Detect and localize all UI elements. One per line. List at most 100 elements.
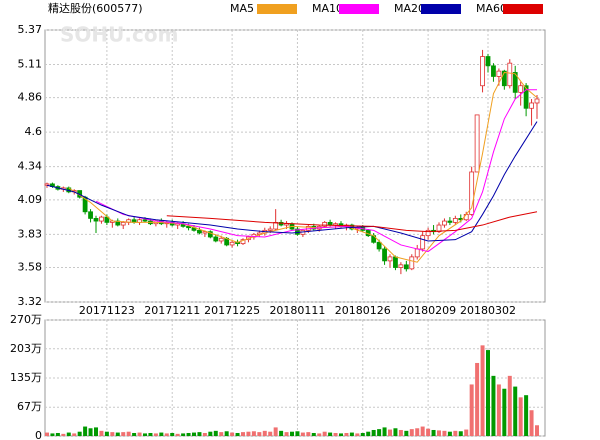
- legend-swatch: [503, 4, 543, 14]
- volume-bar: [317, 433, 322, 436]
- candle-body: [393, 256, 398, 268]
- volume-bar: [524, 395, 529, 436]
- candle-body: [507, 62, 513, 87]
- volume-bar: [88, 428, 93, 436]
- volume-bar: [55, 432, 60, 436]
- x-tick-label: 20171225: [204, 304, 260, 317]
- candle-body: [463, 214, 469, 221]
- candle-body: [218, 237, 224, 242]
- volume-bar: [66, 432, 71, 436]
- volume-bar: [257, 432, 262, 436]
- candle-body: [534, 98, 540, 104]
- legend-label: MA10: [312, 2, 343, 15]
- volume-bar: [360, 432, 365, 436]
- volume-bar: [224, 431, 229, 436]
- volume-bar: [132, 432, 137, 436]
- volume-bar: [164, 433, 169, 436]
- x-tick-label: 20171211: [144, 304, 200, 317]
- candle-body: [88, 211, 93, 219]
- volume-bar: [110, 432, 115, 436]
- volume-bar: [153, 433, 158, 436]
- candle-body: [403, 264, 409, 270]
- candle-body: [398, 264, 404, 268]
- volume-bar: [404, 430, 409, 436]
- y-tick-label: 4.86: [18, 91, 43, 104]
- ma-line: [68, 71, 538, 263]
- y-tick-label: 3.58: [18, 261, 43, 274]
- candle-body: [142, 219, 148, 222]
- volume-bar: [431, 429, 436, 436]
- volume-bar: [143, 433, 147, 436]
- volume-bar: [45, 432, 49, 436]
- candle-body: [387, 256, 393, 262]
- x-tick-label: 20180302: [460, 304, 516, 317]
- volume-bar: [279, 430, 284, 436]
- ma-line: [166, 211, 538, 233]
- volume-bar: [333, 432, 338, 436]
- candle-body: [496, 70, 502, 77]
- volume-bar: [197, 432, 202, 436]
- volume-bar: [447, 431, 452, 436]
- volume-bar: [186, 432, 191, 436]
- volume-bar: [398, 429, 403, 436]
- volume-bar: [235, 432, 240, 436]
- y-tick-label: 5.37: [18, 23, 43, 36]
- volume-bar: [175, 433, 180, 436]
- volume-bar: [480, 345, 485, 436]
- candle-body: [104, 216, 110, 223]
- candle-body: [333, 223, 338, 226]
- legend-label: MA60: [476, 2, 507, 15]
- volume-bar: [393, 428, 398, 436]
- volume-bar: [377, 429, 382, 436]
- candle-body: [273, 221, 279, 230]
- volume-tick-label: 0: [35, 429, 42, 440]
- volume-tick-label: 203万: [10, 342, 42, 355]
- volume-tick-label: 67万: [17, 400, 42, 413]
- volume-bar: [507, 375, 512, 436]
- candle-body: [376, 241, 382, 250]
- candle-body: [491, 65, 496, 77]
- y-tick-label: 5.11: [18, 57, 43, 70]
- candle-body: [322, 221, 328, 227]
- volume-bar: [50, 433, 55, 436]
- volume-bar: [339, 433, 343, 436]
- y-tick-label: 4.09: [18, 193, 43, 206]
- volume-bar: [104, 431, 109, 436]
- volume-bar: [328, 432, 333, 436]
- volume-bar: [61, 433, 66, 436]
- candle-body: [420, 235, 426, 250]
- volume-bar: [273, 427, 278, 436]
- volume-bar: [496, 384, 501, 436]
- volume-bar: [241, 432, 245, 436]
- legend-label: MA20: [394, 2, 425, 15]
- volume-bar: [535, 425, 539, 436]
- candle-body: [480, 56, 485, 87]
- legend-swatch: [339, 4, 379, 14]
- candle-body: [267, 228, 273, 231]
- volume-bar: [77, 431, 82, 436]
- volume-bar: [366, 431, 371, 436]
- candle-body: [414, 248, 420, 258]
- volume-bar: [202, 432, 207, 436]
- x-tick-label: 20180111: [269, 304, 325, 317]
- volume-bar: [230, 432, 235, 436]
- volume-bar: [208, 431, 213, 436]
- volume-bar: [170, 432, 175, 436]
- volume-bar: [213, 430, 218, 436]
- volume-bar: [464, 429, 469, 436]
- candle-body: [518, 85, 524, 93]
- volume-bar: [518, 397, 523, 436]
- volume-bar: [99, 430, 104, 436]
- candle-body: [529, 102, 534, 109]
- volume-bar: [306, 432, 311, 436]
- volume-bar: [355, 433, 360, 436]
- legend-swatch: [421, 4, 461, 14]
- candle-body: [99, 216, 104, 222]
- candle-body: [447, 220, 453, 223]
- volume-bar: [159, 432, 164, 436]
- volume-bar: [137, 432, 142, 436]
- y-tick-label: 4.6: [25, 125, 43, 138]
- volume-bar: [246, 431, 251, 436]
- volume-bar: [486, 350, 490, 436]
- candle-body: [452, 218, 458, 223]
